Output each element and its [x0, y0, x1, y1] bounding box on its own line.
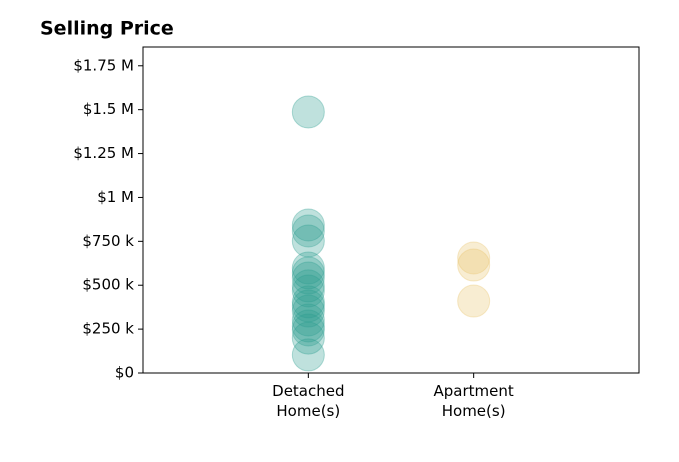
y-tick-label: $750 k: [82, 232, 134, 250]
point: [457, 284, 491, 318]
x-tick-label: Detached Home(s): [272, 382, 345, 420]
y-tick-label: $250 k: [82, 320, 134, 338]
y-tick-label: $1.75 M: [73, 56, 134, 74]
y-tick-label: $1.5 M: [83, 100, 134, 118]
point: [291, 294, 325, 328]
x-tick-label: Apartment Home(s): [433, 382, 514, 420]
point: [291, 251, 325, 285]
point: [291, 338, 325, 372]
point: [291, 285, 325, 319]
y-tick-label: $1.25 M: [73, 144, 134, 162]
point: [291, 256, 325, 290]
point: [291, 95, 325, 129]
point: [291, 214, 325, 248]
point: [291, 261, 325, 295]
point: [291, 274, 325, 308]
point: [291, 224, 325, 258]
point: [291, 309, 325, 343]
point: [291, 303, 325, 337]
point: [291, 321, 325, 355]
point: [291, 289, 325, 323]
point: [457, 248, 491, 282]
chart-title: Selling Price: [40, 18, 174, 40]
y-tick-label: $1 M: [97, 188, 134, 206]
y-tick-label: $500 k: [82, 276, 134, 294]
plot-frame: [142, 46, 640, 374]
y-tick-label: $0: [115, 364, 134, 382]
point: [291, 313, 325, 347]
point: [457, 241, 491, 275]
point: [291, 269, 325, 303]
point: [291, 208, 325, 242]
